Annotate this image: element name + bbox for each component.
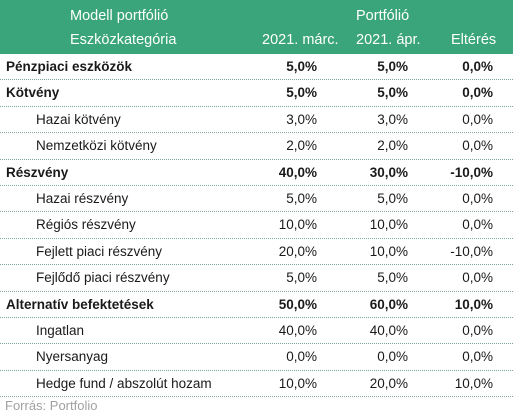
- cell-april: 3,0%: [377, 111, 408, 127]
- cell-march: 0,0%: [286, 349, 317, 365]
- cell-april: 0,0%: [377, 349, 408, 365]
- table-row: Hedge fund / abszolút hozam 10,0% 20,0% …: [0, 371, 513, 398]
- header-col-april: 2021. ápr.: [356, 32, 421, 48]
- cell-difference: 10,0%: [454, 375, 493, 391]
- source-note: Forrás: Portfolio: [5, 398, 98, 413]
- row-label: Kötvény: [6, 85, 60, 101]
- cell-difference: 0,0%: [462, 85, 493, 101]
- table-row: Hazai részvény 5,0% 5,0% 0,0%: [0, 186, 513, 213]
- table-row: Kötvény 5,0% 5,0% 0,0%: [0, 80, 513, 107]
- cell-difference: 0,0%: [462, 270, 493, 286]
- row-label: Régiós részvény: [36, 217, 136, 233]
- cell-march: 40,0%: [278, 322, 317, 338]
- row-label: Ingatlan: [36, 322, 85, 338]
- cell-march: 3,0%: [286, 111, 317, 127]
- row-label: Nemzetközi kötvény: [36, 138, 157, 154]
- row-label: Hedge fund / abszolút hozam: [36, 375, 212, 391]
- table-row: Nemzetközi kötvény 2,0% 2,0% 0,0%: [0, 133, 513, 160]
- header-asset-category: Eszközkategória: [70, 32, 177, 48]
- cell-april: 30,0%: [369, 164, 408, 180]
- row-label: Hazai kötvény: [36, 111, 121, 127]
- row-label: Alternatív befektetések: [6, 296, 154, 312]
- table-row: Hazai kötvény 3,0% 3,0% 0,0%: [0, 107, 513, 134]
- cell-march: 5,0%: [286, 59, 317, 74]
- table-row: Alternatív befektetések 50,0% 60,0% 10,0…: [0, 292, 513, 318]
- cell-april: 2,0%: [377, 138, 408, 154]
- cell-march: 2,0%: [286, 138, 317, 154]
- cell-difference: 10,0%: [454, 296, 493, 312]
- cell-april: 10,0%: [369, 243, 408, 259]
- cell-march: 50,0%: [278, 296, 317, 312]
- cell-march: 40,0%: [278, 164, 317, 180]
- cell-april: 60,0%: [369, 296, 408, 312]
- row-label: Pénzpiaci eszközök: [6, 59, 133, 74]
- table-header: Modell portfólió Eszközkategória Portfól…: [0, 0, 513, 54]
- cell-difference: 0,0%: [462, 349, 493, 365]
- cell-april: 5,0%: [377, 85, 408, 101]
- cell-march: 10,0%: [278, 217, 317, 233]
- cell-difference: 0,0%: [462, 322, 493, 338]
- cell-april: 10,0%: [369, 217, 408, 233]
- row-label: Fejlődő piaci részvény: [36, 270, 170, 286]
- header-portfolio-group: Portfólió: [356, 8, 410, 24]
- cell-april: 40,0%: [369, 322, 408, 338]
- cell-difference: -10,0%: [450, 243, 493, 259]
- cell-difference: 0,0%: [462, 190, 493, 206]
- cell-april: 5,0%: [377, 270, 408, 286]
- table-row: Pénzpiaci eszközök 5,0% 5,0% 0,0%: [0, 54, 513, 81]
- cell-march: 5,0%: [286, 270, 317, 286]
- cell-april: 20,0%: [369, 375, 408, 391]
- table-row: Nyersanyag 0,0% 0,0% 0,0%: [0, 344, 513, 371]
- cell-march: 5,0%: [286, 190, 317, 206]
- portfolio-table: Modell portfólió Eszközkategória Portfól…: [0, 0, 513, 398]
- header-model-portfolio: Modell portfólió: [70, 8, 169, 24]
- cell-april: 5,0%: [377, 190, 408, 206]
- table-row: Fejlett piaci részvény 20,0% 10,0% -10,0…: [0, 239, 513, 266]
- table-row: Régiós részvény 10,0% 10,0% 0,0%: [0, 212, 513, 239]
- row-label: Hazai részvény: [36, 190, 129, 206]
- row-label: Nyersanyag: [36, 349, 109, 365]
- cell-march: 10,0%: [278, 375, 317, 391]
- cell-difference: 0,0%: [462, 138, 493, 154]
- cell-difference: 0,0%: [462, 59, 493, 74]
- cell-difference: 0,0%: [462, 217, 493, 233]
- row-label: Részvény: [6, 164, 69, 180]
- header-col-march: 2021. márc.: [262, 32, 339, 48]
- cell-difference: -10,0%: [450, 164, 493, 180]
- cell-march: 5,0%: [286, 85, 317, 101]
- header-col-difference: Eltérés: [451, 32, 497, 48]
- row-label: Fejlett piaci részvény: [36, 243, 163, 259]
- cell-difference: 0,0%: [462, 111, 493, 127]
- table-row: Ingatlan 40,0% 40,0% 0,0%: [0, 318, 513, 345]
- table-row: Részvény 40,0% 30,0% -10,0%: [0, 160, 513, 186]
- cell-march: 20,0%: [278, 243, 317, 259]
- table-row: Fejlődő piaci részvény 5,0% 5,0% 0,0%: [0, 265, 513, 292]
- cell-april: 5,0%: [377, 59, 408, 74]
